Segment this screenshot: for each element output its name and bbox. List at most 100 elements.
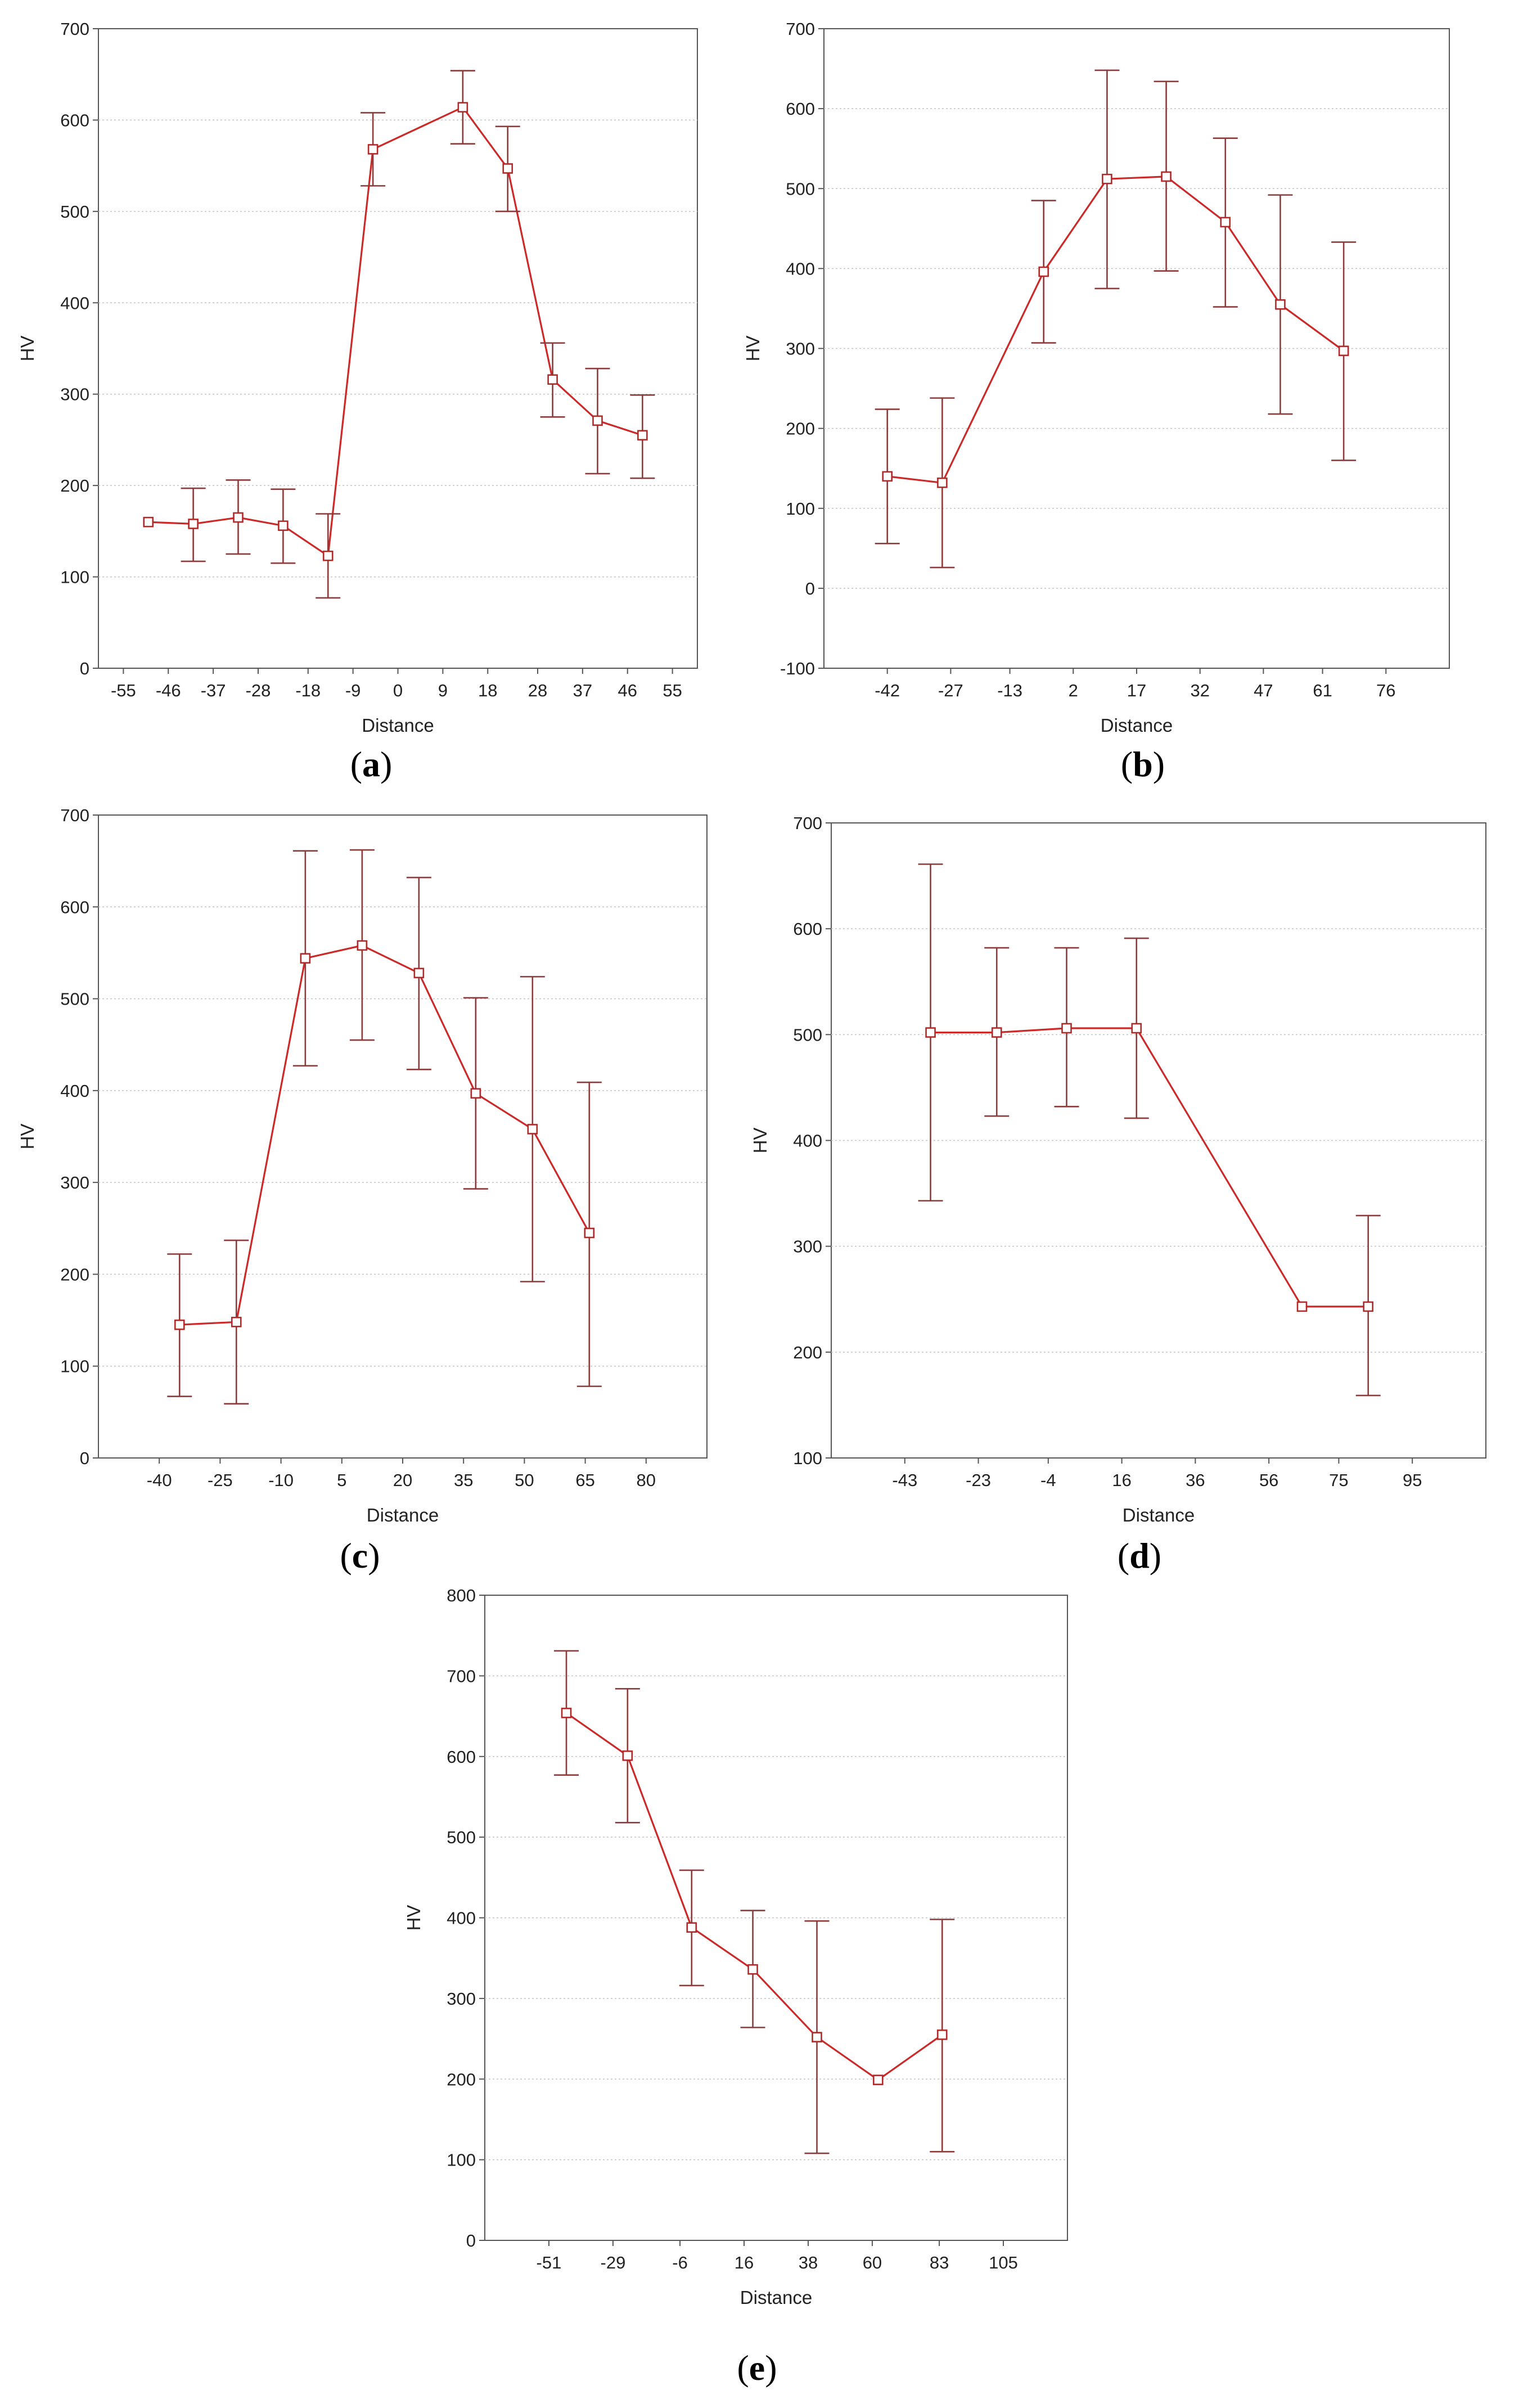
y-tick-label: 200 xyxy=(447,2069,476,2089)
y-tick-label: 400 xyxy=(793,1131,822,1151)
panel-caption: (c) xyxy=(340,1536,380,1576)
y-axis-title: HV xyxy=(17,1124,38,1150)
data-point xyxy=(925,1027,936,1038)
y-tick-label: 100 xyxy=(60,568,89,587)
x-axis-title: Distance xyxy=(362,715,434,736)
y-tick-label: 0 xyxy=(805,579,815,598)
x-tick-label: -55 xyxy=(111,681,136,700)
x-tick-label: 17 xyxy=(1127,681,1146,700)
y-tick-label: 400 xyxy=(786,259,815,278)
x-tick-label: 83 xyxy=(930,2253,949,2272)
x-tick-label: 0 xyxy=(393,681,403,700)
x-axis-title: Distance xyxy=(1123,1505,1195,1525)
x-tick-label: 95 xyxy=(1403,1470,1422,1490)
y-tick-label: 0 xyxy=(80,1448,89,1468)
data-point xyxy=(322,550,334,561)
x-tick-label: 37 xyxy=(573,681,592,700)
x-tick-label: -6 xyxy=(672,2253,688,2272)
data-point xyxy=(991,1027,1002,1038)
data-point xyxy=(457,102,468,112)
y-tick-label: 300 xyxy=(786,339,815,359)
caption-close-paren: ) xyxy=(1153,744,1165,784)
data-point xyxy=(936,2029,948,2040)
x-tick-label: -13 xyxy=(997,681,1022,700)
caption-open-paren: ( xyxy=(340,1536,352,1576)
y-tick-label: 600 xyxy=(447,1747,476,1767)
data-point xyxy=(1102,173,1112,184)
y-tick-label: 0 xyxy=(80,659,89,678)
y-tick-label: 700 xyxy=(60,805,89,825)
y-tick-label: 500 xyxy=(60,989,89,1009)
x-tick-label: 9 xyxy=(438,681,448,700)
chart-panel-e: 0 100 200 300 400 500 600 700 800 -51 -29 -6 16 38 60 8… xyxy=(403,1586,1068,2388)
y-tick-label: 200 xyxy=(786,419,815,439)
data-point xyxy=(1275,299,1286,310)
x-tick-label: 61 xyxy=(1313,681,1332,700)
y-axis-title: HV xyxy=(17,336,38,362)
caption-close-paren: ) xyxy=(368,1536,380,1576)
y-tick-label: 100 xyxy=(60,1357,89,1376)
series-line xyxy=(930,1027,1368,1308)
data-point xyxy=(300,953,311,964)
series-line xyxy=(179,944,591,1326)
data-point xyxy=(592,415,603,426)
x-tick-label: 16 xyxy=(735,2253,754,2272)
data-point xyxy=(527,1124,538,1135)
y-tick-label: 100 xyxy=(447,2150,476,2170)
data-point xyxy=(1038,266,1049,277)
caption-open-paren: ( xyxy=(1118,1536,1129,1576)
data-point xyxy=(1061,1023,1072,1034)
x-tick-label: 60 xyxy=(863,2253,882,2272)
x-tick-label: -25 xyxy=(208,1470,233,1490)
x-tick-label: -46 xyxy=(156,681,181,700)
x-tick-label: 55 xyxy=(663,681,682,700)
caption-open-paren: ( xyxy=(350,744,362,784)
y-tick-label: 500 xyxy=(60,202,89,222)
y-tick-label: 700 xyxy=(793,813,822,833)
x-tick-label: -10 xyxy=(268,1470,294,1490)
data-point xyxy=(231,1317,242,1327)
y-tick-label: 700 xyxy=(60,19,89,39)
x-tick-label: -18 xyxy=(295,681,321,700)
x-tick-label: 36 xyxy=(1186,1470,1205,1490)
data-point xyxy=(357,940,368,951)
data-point xyxy=(584,1227,595,1239)
x-tick-label: -42 xyxy=(875,681,900,700)
y-tick-label: 300 xyxy=(60,385,89,404)
x-tick-label: 46 xyxy=(618,681,637,700)
x-tick-label: 76 xyxy=(1376,681,1395,700)
caption-close-paren: ) xyxy=(380,744,392,784)
x-tick-label: 80 xyxy=(637,1470,656,1490)
data-point xyxy=(1363,1301,1374,1312)
data-point xyxy=(747,1964,758,1975)
y-axis-title: HV xyxy=(403,1905,424,1931)
caption-letter: b xyxy=(1133,744,1153,784)
panel-caption: (d) xyxy=(1118,1536,1161,1576)
caption-letter: d xyxy=(1129,1536,1150,1576)
y-tick-label: 600 xyxy=(60,897,89,917)
x-tick-label: -43 xyxy=(892,1470,917,1490)
x-tick-label: 35 xyxy=(454,1470,473,1490)
x-tick-label: 16 xyxy=(1112,1470,1131,1490)
data-point xyxy=(1338,345,1349,357)
caption-close-paren: ) xyxy=(1150,1536,1161,1576)
data-point xyxy=(413,967,425,979)
data-point xyxy=(937,477,948,488)
y-tick-label: 400 xyxy=(447,1909,476,1928)
y-tick-label: 500 xyxy=(786,179,815,199)
x-tick-label: -28 xyxy=(246,681,271,700)
chart-panel-b: -100 0 100 200 300 400 500 600 700 -42 -27 -13 2 17 32… xyxy=(742,19,1450,784)
data-point xyxy=(1220,217,1231,228)
x-tick-label: 105 xyxy=(989,2253,1018,2272)
x-tick-label: 38 xyxy=(799,2253,818,2272)
panel-caption: (e) xyxy=(737,2348,777,2388)
data-point xyxy=(143,516,154,528)
plot-frame xyxy=(98,814,708,1459)
x-tick-label: 2 xyxy=(1069,681,1078,700)
x-tick-label: -40 xyxy=(147,1470,172,1490)
caption-open-paren: ( xyxy=(1121,744,1133,784)
data-point xyxy=(174,1319,185,1330)
chart-panel-a: 0 100 200 300 400 500 600 700 -55 -46 -37 -28 -18 -9 0… xyxy=(17,19,698,784)
y-tick-label: 700 xyxy=(786,19,815,39)
